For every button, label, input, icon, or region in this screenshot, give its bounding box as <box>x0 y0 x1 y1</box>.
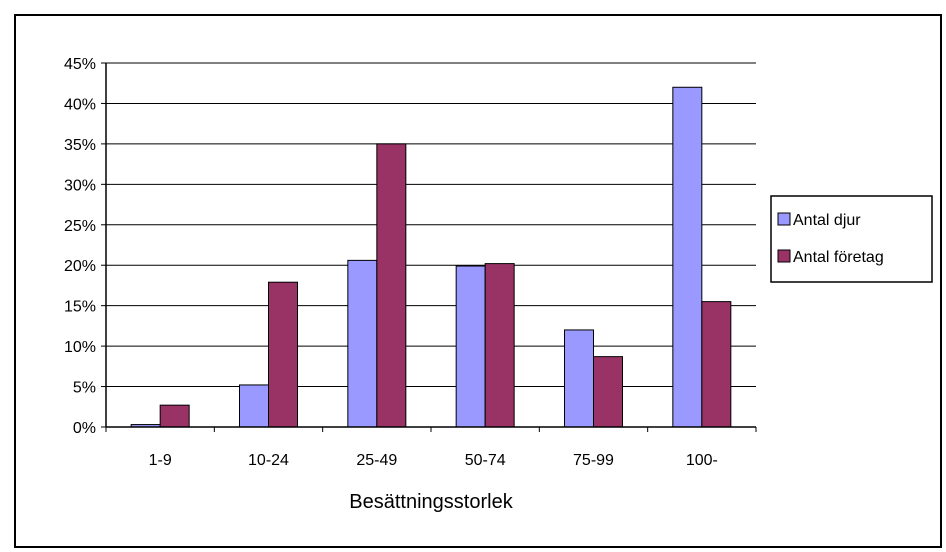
y-tick-label: 15% <box>64 299 96 316</box>
legend-label: Antal företag <box>793 249 884 266</box>
bar-antal-f-retag-1-9 <box>159 404 190 428</box>
y-tick-label: 0% <box>73 420 96 437</box>
bar-antal-djur-75-99 <box>564 329 594 428</box>
x-tick-label: 25-49 <box>356 452 397 469</box>
x-tick-label: 75-99 <box>573 452 614 469</box>
x-tick-labels: 1-9 10-24 25-49 50-74 75-99 100- <box>149 452 718 469</box>
gridlines <box>106 62 756 388</box>
bars <box>130 86 732 428</box>
bar-antal-f-retag-10-24 <box>268 281 298 428</box>
y-tick-label: 25% <box>64 218 96 235</box>
bar-antal-f-retag-25-49 <box>376 143 407 428</box>
legend-box <box>770 195 933 283</box>
y-tick-label: 10% <box>64 339 96 356</box>
bar-antal-f-retag-100- <box>701 301 732 428</box>
x-tick-label: 10-24 <box>248 452 289 469</box>
y-tick-label: 30% <box>64 177 96 194</box>
y-tick-labels: 0% 5% 10% 15% 20% 25% 30% 35% 40% 45% <box>64 56 96 437</box>
x-tick-label: 100- <box>686 452 718 469</box>
x-tick-label: 1-9 <box>149 452 172 469</box>
y-tick-label: 20% <box>64 258 96 275</box>
bar-antal-djur-25-49 <box>347 259 378 428</box>
bar-antal-djur-10-24 <box>239 384 269 428</box>
y-tick-label: 45% <box>64 56 96 73</box>
bar-antal-djur-50-74 <box>455 265 486 428</box>
y-tick-label: 35% <box>64 137 96 154</box>
legend-label: Antal djur <box>793 212 861 229</box>
bar-antal-f-retag-50-74 <box>484 263 515 428</box>
y-tick-label: 5% <box>73 380 96 397</box>
bar-antal-f-retag-75-99 <box>593 356 623 428</box>
axes <box>101 62 757 432</box>
legend-swatch <box>777 212 791 226</box>
bar-antal-djur-100- <box>672 86 703 428</box>
x-axis-title: Besättningsstorlek <box>349 491 513 513</box>
x-tick-label: 50-74 <box>465 452 506 469</box>
legend-swatch <box>777 249 791 263</box>
y-tick-label: 40% <box>64 96 96 113</box>
legend: Antal djur Antal företag <box>770 195 933 283</box>
